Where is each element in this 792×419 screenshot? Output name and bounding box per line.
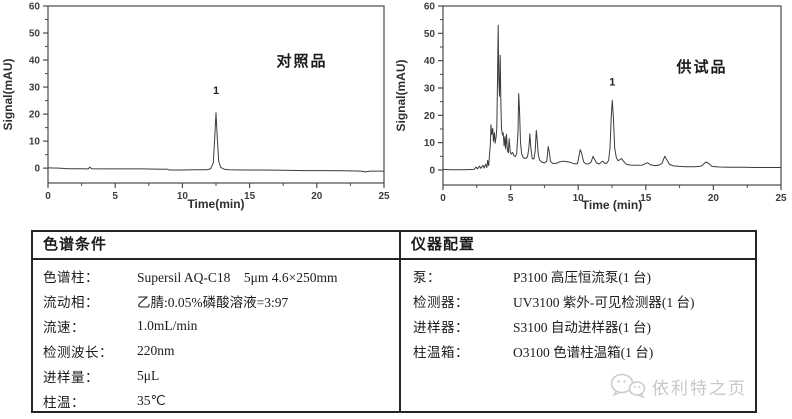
x-tick-label: 20 bbox=[708, 193, 720, 204]
y-tick-label: 30 bbox=[29, 83, 41, 94]
row-value: 乙腈:0.05%磷酸溶液=3:97 bbox=[137, 294, 289, 310]
row-label: 进样器： bbox=[412, 319, 469, 335]
y-tick-label: 20 bbox=[29, 110, 41, 121]
x-tick-label: 5 bbox=[508, 193, 514, 204]
row-value: 35℃ bbox=[137, 392, 166, 408]
table-row: 流动相： 乙腈:0.05%磷酸溶液=3:97 bbox=[33, 288, 399, 313]
row-value: 220nm bbox=[137, 342, 175, 358]
conditions-header: 色谱条件 bbox=[33, 232, 399, 260]
row-value: S3100 自动进样器(1 台) bbox=[512, 319, 651, 335]
row-label: 进样量： bbox=[43, 369, 99, 385]
table-row: 流速： 1.0mL/min bbox=[33, 313, 399, 338]
table-row: 进样量： 5μL bbox=[33, 363, 399, 388]
y-tick-label: 60 bbox=[424, 2, 436, 13]
configuration-header: 仪器配置 bbox=[400, 232, 755, 260]
row-label: 柱温： bbox=[43, 394, 85, 410]
watermark-text: 依利特之页 bbox=[652, 378, 747, 398]
wechat-icon bbox=[610, 373, 646, 399]
peak-label: 1 bbox=[609, 76, 615, 88]
x-tick-label: 25 bbox=[775, 193, 787, 204]
y-tick-label: 40 bbox=[424, 56, 436, 67]
row-label: 泵： bbox=[412, 269, 441, 285]
x-tick-label: 15 bbox=[640, 193, 652, 204]
x-tick-label: 0 bbox=[45, 191, 51, 202]
row-value: P3100 高压恒流泵(1 台) bbox=[512, 269, 651, 285]
row-label: 色谱柱： bbox=[43, 269, 99, 285]
row-label: 流动相： bbox=[43, 294, 99, 310]
row-label: 柱温箱： bbox=[412, 344, 469, 360]
chromatographic-conditions-column: 色谱条件 色谱柱： Supersil AQ-C18 5μm 4.6×250mm … bbox=[33, 232, 399, 411]
row-value: 1.0mL/min bbox=[137, 317, 198, 333]
table-row: 泵： P3100 高压恒流泵(1 台) bbox=[401, 263, 755, 288]
x-tick-label: 0 bbox=[440, 193, 446, 204]
table-row: 柱温箱： O3100 色谱柱温箱(1 台) bbox=[401, 338, 755, 363]
conditions-table: 色谱条件 色谱柱： Supersil AQ-C18 5μm 4.6×250mm … bbox=[31, 230, 757, 413]
y-tick-label: 60 bbox=[29, 2, 41, 13]
y-tick-label: 40 bbox=[29, 56, 41, 67]
watermark: 依利特之页 bbox=[610, 373, 747, 399]
reference-signal bbox=[47, 112, 384, 173]
x-tick-label: 10 bbox=[573, 193, 585, 204]
table-row: 检测器： UV3100 紫外-可见检测器(1 台) bbox=[401, 288, 755, 313]
table-row: 柱温： 35℃ bbox=[33, 388, 399, 413]
row-label: 检测器： bbox=[412, 294, 469, 310]
y-tick-label: 50 bbox=[424, 29, 436, 40]
y-axis-title: Signal(mAU) bbox=[1, 58, 15, 130]
sample-type-annotation: 供试品 bbox=[675, 58, 727, 76]
y-tick-label: 0 bbox=[34, 164, 40, 175]
x-tick-label: 10 bbox=[177, 191, 189, 202]
row-value: 5μL bbox=[137, 367, 160, 383]
y-tick-label: 20 bbox=[424, 111, 436, 122]
row-value: O3100 色谱柱温箱(1 台) bbox=[512, 344, 654, 360]
plot-box bbox=[442, 5, 782, 186]
y-tick-label: 0 bbox=[429, 165, 435, 176]
y-tick-label: 30 bbox=[424, 83, 436, 94]
row-label: 检测波长： bbox=[43, 344, 113, 360]
table-row: 检测波长： 220nm bbox=[33, 338, 399, 363]
x-tick-label: 20 bbox=[311, 191, 323, 202]
x-tick-label: 15 bbox=[244, 191, 256, 202]
table-row: 色谱柱： Supersil AQ-C18 5μm 4.6×250mm bbox=[33, 263, 399, 288]
row-value: UV3100 紫外-可见检测器(1 台) bbox=[512, 294, 695, 310]
y-tick-label: 10 bbox=[424, 138, 436, 149]
sample-type-annotation: 对照品 bbox=[276, 52, 327, 70]
x-tick-label: 5 bbox=[112, 191, 118, 202]
sample-signal bbox=[442, 24, 781, 171]
instrument-configuration-column: 仪器配置 泵： P3100 高压恒流泵(1 台) 检测器： UV3100 紫外-… bbox=[398, 232, 755, 411]
y-tick-label: 10 bbox=[29, 137, 41, 148]
row-value: Supersil AQ-C18 5μm 4.6×250mm bbox=[137, 269, 338, 285]
x-axis-title: Time (min) bbox=[582, 198, 642, 212]
reference-chromatogram-chart: 0 5 10 15 20 25 0 10 20 30 40 50 60 1 对照品 Time(min) Sign… bbox=[1, 2, 390, 212]
row-label: 流速： bbox=[43, 319, 85, 335]
y-axis-title: Signal(mAU) bbox=[396, 59, 408, 131]
x-tick-label: 25 bbox=[378, 191, 390, 202]
sample-chromatogram-chart: 0 5 10 15 20 25 0 10 20 30 40 50 60 1 供试品 Time (min) Sig… bbox=[396, 2, 787, 213]
y-tick-label: 50 bbox=[29, 29, 41, 40]
table-row: 进样器： S3100 自动进样器(1 台) bbox=[401, 313, 755, 338]
peak-label: 1 bbox=[213, 85, 219, 97]
x-axis-title: Time(min) bbox=[187, 197, 244, 211]
